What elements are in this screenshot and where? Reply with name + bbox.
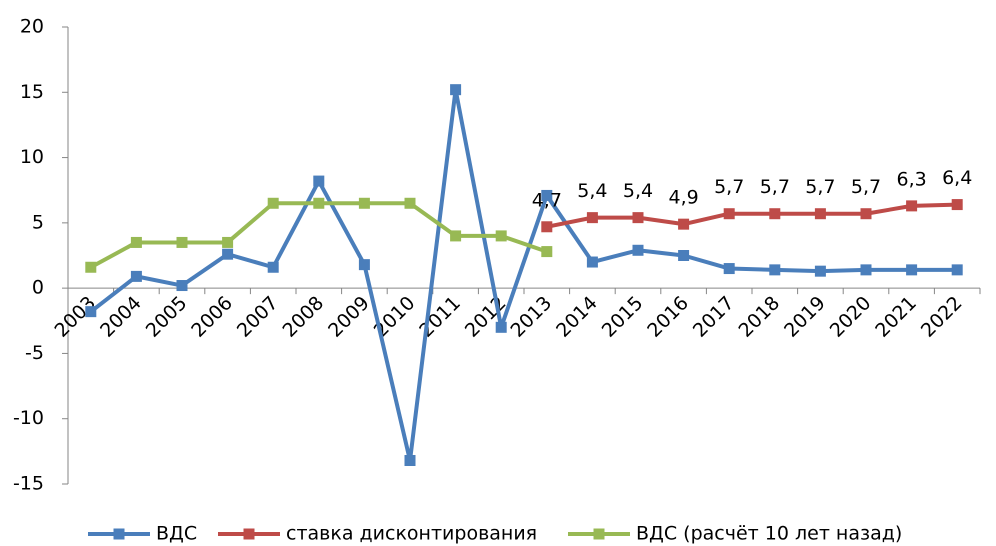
marker [495, 321, 507, 333]
x-tick-label: 2005 [142, 292, 192, 342]
series-line [89, 87, 958, 463]
marker [906, 264, 918, 276]
marker [906, 200, 918, 212]
data-label: 6,3 [896, 168, 926, 190]
legend-label: ВДС (расчёт 10 лет назад) [636, 523, 902, 545]
marker [678, 250, 690, 261]
marker [313, 197, 325, 209]
x-tick-label: 2018 [734, 292, 784, 342]
x-tick-label: 2015 [598, 292, 648, 342]
marker [814, 208, 826, 220]
marker [541, 246, 553, 258]
legend-label: ставка дисконтирования [286, 523, 537, 545]
marker [723, 263, 735, 275]
data-label: 6,4 [942, 167, 972, 189]
marker [176, 236, 188, 248]
x-tick-label: 2021 [871, 292, 921, 342]
legend-marker [113, 528, 125, 540]
y-tick-label: 5 [32, 211, 44, 233]
y-tick-label: -15 [13, 473, 44, 495]
data-label: 5,4 [577, 180, 607, 202]
marker [951, 199, 963, 211]
marker [586, 256, 598, 268]
marker [85, 306, 97, 318]
legend-marker [243, 528, 255, 540]
marker [860, 208, 872, 220]
marker [222, 248, 234, 260]
data-label: 5,7 [714, 176, 744, 198]
marker [769, 264, 781, 276]
marker [404, 454, 416, 466]
marker [769, 208, 781, 220]
data-label: 4,9 [668, 187, 698, 209]
y-tick-label: 20 [20, 16, 44, 38]
marker [632, 244, 644, 256]
marker [541, 189, 553, 201]
marker [358, 259, 370, 271]
y-tick-label: 10 [20, 146, 44, 168]
marker [678, 218, 690, 230]
data-label: 5,7 [805, 176, 835, 198]
marker [450, 230, 462, 242]
legend-label: ВДС [156, 523, 197, 545]
legend-marker [593, 528, 605, 540]
marker [632, 212, 644, 224]
y-tick-label: -5 [25, 342, 44, 364]
marker [313, 175, 325, 187]
data-label: 5,7 [760, 176, 790, 198]
marker [222, 236, 234, 248]
marker [176, 280, 188, 292]
data-label: 5,7 [851, 176, 881, 198]
marker [267, 197, 279, 209]
marker [358, 197, 370, 209]
x-tick-label: 2013 [506, 292, 556, 342]
marker [951, 264, 963, 276]
marker [814, 265, 826, 277]
data-label: 4,7 [532, 189, 562, 211]
x-tick-label: 2022 [917, 292, 967, 342]
x-tick-label: 2008 [278, 292, 328, 342]
marker [130, 270, 142, 282]
y-tick-label: 0 [32, 277, 44, 299]
x-tick-label: 2014 [552, 292, 602, 342]
marker [404, 197, 416, 209]
marker [267, 261, 279, 273]
x-tick-label: 2011 [415, 292, 465, 342]
y-tick-label: -10 [13, 407, 44, 429]
marker [541, 221, 553, 233]
x-tick-label: 2019 [780, 292, 830, 342]
x-tick-label: 2020 [826, 292, 876, 342]
marker [495, 230, 507, 242]
series-line [546, 202, 958, 229]
marker [723, 208, 735, 220]
data-label: 5,4 [623, 180, 653, 202]
marker [586, 212, 598, 224]
x-tick-label: 2009 [324, 292, 374, 342]
marker [130, 236, 142, 248]
x-tick-label: 2006 [187, 292, 237, 342]
x-tick-label: 2016 [643, 292, 693, 342]
x-tick-label: 2007 [233, 292, 283, 342]
y-tick-label: 15 [20, 81, 44, 103]
x-tick-label: 2017 [689, 292, 739, 342]
marker [450, 84, 462, 96]
marker [860, 264, 872, 276]
marker [85, 261, 97, 273]
